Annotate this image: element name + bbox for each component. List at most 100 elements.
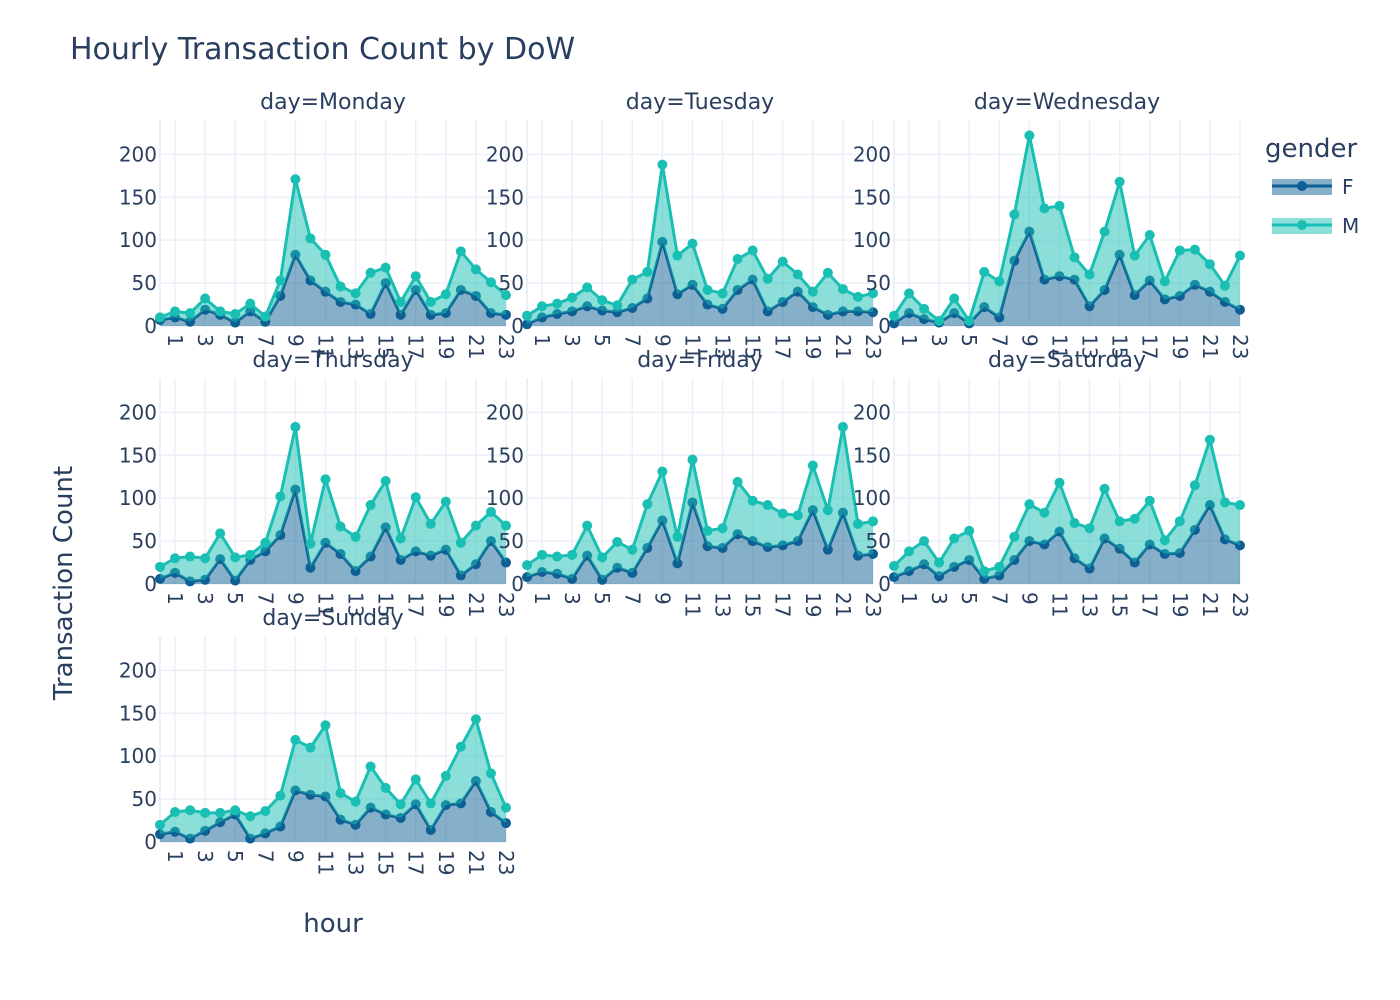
data-point-M-h9 (290, 421, 301, 432)
data-point-M-h13 (1084, 523, 1095, 534)
area-F (160, 489, 506, 584)
data-point-M-h5 (230, 308, 241, 319)
data-point-M-h14 (365, 500, 376, 511)
data-point-M-h15 (380, 262, 391, 273)
x-tick-label: 1 (163, 334, 187, 347)
data-point-M-h6 (979, 266, 990, 277)
legend-label-F[interactable]: F (1342, 175, 1354, 199)
data-point-M-h6 (245, 811, 256, 822)
data-point-M-h2 (185, 551, 196, 562)
legend-label-M[interactable]: M (1342, 214, 1359, 238)
y-tick-label: 150 (486, 185, 524, 209)
data-point-M-h0 (889, 560, 899, 571)
data-point-M-h14 (365, 267, 376, 278)
data-point-M-h2 (552, 298, 563, 309)
data-point-M-h22 (852, 518, 863, 529)
data-point-M-h15 (1114, 516, 1125, 527)
data-point-M-h14 (1099, 226, 1110, 237)
data-point-M-h18 (425, 518, 436, 529)
x-tick-label: 21 (831, 334, 855, 359)
data-point-M-h10 (305, 233, 316, 244)
y-tick-label: 100 (119, 486, 157, 510)
data-point-M-h23 (868, 516, 878, 527)
data-point-M-h8 (275, 790, 286, 801)
data-point-M-h11 (320, 249, 331, 260)
x-tick-label: 15 (741, 592, 765, 617)
y-tick-label: 0 (144, 314, 157, 338)
y-tick-label: 150 (486, 443, 524, 467)
y-tick-label: 100 (853, 486, 891, 510)
x-tick-label: 11 (313, 592, 337, 617)
data-point-M-h14 (732, 476, 743, 487)
data-point-M-h8 (1009, 209, 1020, 220)
x-tick-label: 9 (283, 334, 307, 347)
data-point-M-h11 (320, 720, 331, 731)
data-point-M-h10 (1039, 203, 1050, 214)
data-point-M-h5 (597, 552, 608, 563)
data-point-M-h17 (777, 508, 788, 519)
data-point-M-h9 (290, 734, 301, 745)
data-point-M-h11 (687, 454, 698, 465)
x-tick-label: 23 (494, 334, 518, 359)
data-point-M-h4 (215, 807, 226, 818)
x-tick-label: 19 (1168, 592, 1192, 617)
data-point-M-h19 (807, 460, 818, 471)
data-point-M-h19 (440, 496, 451, 507)
y-tick-label: 50 (866, 529, 891, 553)
data-point-M-h21 (470, 520, 481, 531)
facet-title: day=Friday (637, 348, 763, 373)
x-tick-label: 15 (741, 334, 765, 359)
x-tick-label: 15 (1108, 334, 1132, 359)
y-tick-label: 150 (853, 185, 891, 209)
y-tick-label: 150 (853, 443, 891, 467)
x-tick-label: 19 (434, 334, 458, 359)
data-point-M-h13 (350, 288, 361, 299)
data-point-M-h15 (747, 245, 758, 256)
y-tick-label: 0 (144, 830, 157, 854)
data-point-M-h6 (612, 300, 623, 311)
series-line-M (526, 425, 874, 567)
data-point-M-h21 (1204, 434, 1215, 445)
x-tick-label: 9 (650, 334, 674, 347)
data-point-M-h14 (732, 254, 743, 265)
x-tick-label: 7 (253, 592, 277, 605)
area-F (160, 781, 506, 842)
y-tick-label: 200 (486, 142, 524, 166)
x-tick-label: 13 (344, 850, 368, 875)
data-point-M-h3 (934, 557, 945, 568)
data-point-M-h11 (1054, 200, 1065, 211)
x-tick-label: 7 (253, 850, 277, 863)
x-tick-label: 13 (711, 592, 735, 617)
y-tick-label: 50 (499, 529, 524, 553)
data-point-M-h21 (837, 421, 848, 432)
data-point-M-h1 (904, 288, 915, 299)
data-point-M-h0 (522, 560, 532, 571)
y-tick-label: 100 (853, 228, 891, 252)
data-point-M-h17 (410, 271, 421, 282)
x-tick-label: 7 (253, 334, 277, 347)
data-point-M-h4 (949, 533, 960, 544)
x-tick-label: 17 (404, 334, 428, 359)
x-tick-label: 5 (223, 850, 247, 863)
x-tick-label: 11 (680, 592, 704, 617)
x-tick-label: 15 (374, 334, 398, 359)
data-point-M-h23 (501, 520, 511, 531)
x-tick-label: 1 (530, 592, 554, 605)
data-point-M-h21 (470, 714, 481, 725)
x-tick-label: 13 (1078, 334, 1102, 359)
data-point-M-h3 (200, 807, 211, 818)
x-tick-label: 17 (404, 850, 428, 875)
data-point-M-h12 (335, 281, 346, 292)
data-point-M-h21 (1204, 259, 1215, 270)
data-point-M-h8 (275, 275, 286, 286)
y-tick-label: 100 (119, 744, 157, 768)
x-tick-label: 21 (464, 850, 488, 875)
chart-title: Hourly Transaction Count by DoW (70, 32, 575, 67)
data-point-M-h17 (777, 256, 788, 267)
y-tick-label: 100 (486, 486, 524, 510)
